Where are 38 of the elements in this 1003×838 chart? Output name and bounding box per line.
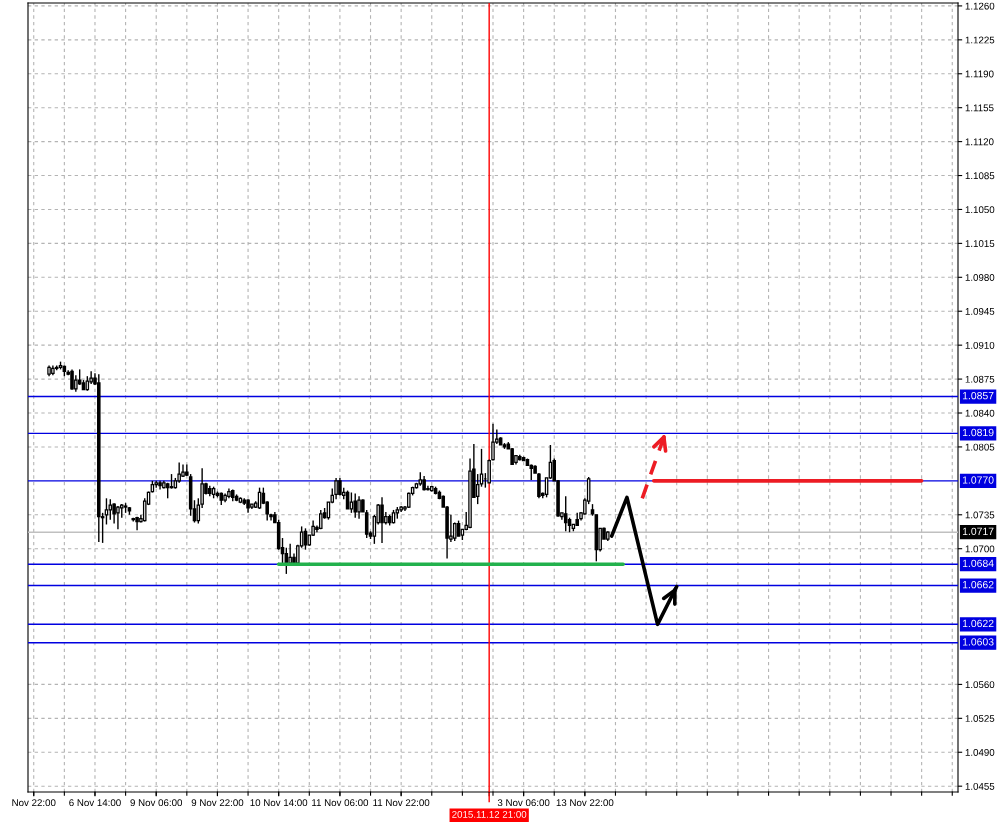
y-tick-label: 1.0945 [965,307,995,315]
x-tick-label: 9 Nov 22:00 [191,799,244,807]
y-tick-label: 1.0840 [965,409,995,417]
x-tick-label: Nov 22:00 [12,799,56,807]
x-tick-label: 2015.11.12 21:00 [452,810,527,818]
x-tick-label: 10 Nov 14:00 [250,799,308,807]
y-tick-label: 1.0735 [965,511,995,519]
y-tick-label: 1.1260 [965,2,995,10]
x-tick-label: 11 Nov 22:00 [373,799,430,807]
y-tick-label: 1.1155 [965,104,994,112]
x-tick-label: 13 Nov 22:00 [556,799,614,807]
y-tick-label: 1.0980 [965,274,995,281]
x-tick-label: 3 Nov 06:00 [497,799,550,807]
ref-line-label: 1.0603 [962,638,994,646]
y-tick-label: 1.0525 [965,715,995,722]
ref-line-label: 1.0622 [962,619,994,628]
y-tick-label: 1.0910 [965,341,995,349]
ref-line-label: 1.0770 [962,476,994,484]
y-tick-label: 1.0455 [965,782,995,790]
y-tick-label: 1.1190 [965,70,994,78]
x-tick-label: 9 Nov 06:00 [130,799,183,807]
ref-line-label: 1.0717 [962,527,994,536]
ref-line-label: 1.0857 [962,391,994,400]
y-tick-label: 1.0490 [965,748,995,756]
y-tick-label: 1.1050 [965,206,995,214]
ref-line-label: 1.0662 [962,580,994,589]
x-tick-label: 11 Nov 06:00 [312,799,369,807]
y-tick-label: 1.1015 [965,240,995,247]
y-tick-label: 1.1225 [965,36,995,44]
ref-line-label: 1.0819 [962,428,994,437]
y-tick-label: 1.0560 [965,681,995,689]
x-tick-label: 6 Nov 14:00 [69,799,121,807]
y-tick-label: 1.0875 [965,375,995,383]
y-tick-label: 1.1085 [965,172,995,180]
y-tick-label: 1.0700 [965,545,995,553]
ref-line-label: 1.0684 [962,559,994,568]
y-tick-label: 1.0805 [965,443,995,451]
y-tick-label: 1.1120 [965,138,994,146]
